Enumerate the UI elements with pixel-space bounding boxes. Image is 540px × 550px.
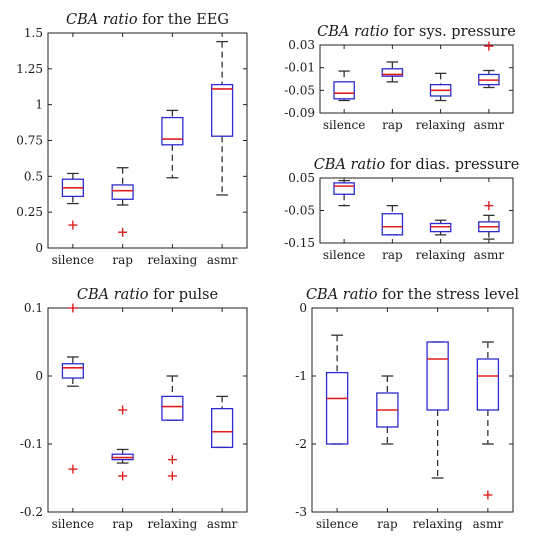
panel3-axes-frame bbox=[319, 177, 514, 244]
panel4-box-silence bbox=[61, 363, 84, 379]
panel2-title: CBA ratio for sys. pressure bbox=[317, 24, 516, 40]
panel1-box-relaxing bbox=[161, 116, 184, 146]
panel2-ytick-label: 0.03 bbox=[288, 38, 315, 52]
panel3-ytick-label: 0.05 bbox=[288, 171, 315, 185]
panel1-ytick-label: 0.75 bbox=[16, 134, 43, 148]
panel5-axes-frame bbox=[311, 307, 514, 513]
panel5-xtick-label: relaxing bbox=[413, 517, 463, 531]
panel4-box-relaxing bbox=[161, 395, 184, 421]
panel5-ytick-label: -3 bbox=[295, 505, 307, 519]
panel1-box-rap bbox=[111, 184, 134, 200]
panel5-title: CBA ratio for the stress level bbox=[306, 287, 519, 303]
panel1-xtick-label: rap bbox=[112, 253, 133, 267]
panel3-ytick-label: -0.05 bbox=[284, 204, 315, 218]
panel5-box-silence bbox=[325, 371, 349, 445]
panel2-xtick-label: rap bbox=[382, 118, 403, 132]
panel2-ytick-label: -0.01 bbox=[284, 61, 315, 75]
panel4-xtick-label: silence bbox=[52, 517, 95, 531]
panel2-box-silence bbox=[333, 81, 355, 100]
panel5-ytick-label: 0 bbox=[299, 301, 307, 315]
panel5-ytick-label: -1 bbox=[295, 369, 307, 383]
panel2-box-rap bbox=[381, 68, 404, 77]
panel5-box-asmr bbox=[476, 358, 500, 411]
panel4-title: CBA ratio for pulse bbox=[77, 287, 218, 303]
panel5-ytick-label: -2 bbox=[295, 437, 307, 451]
panel4-ytick-label: -0.1 bbox=[20, 437, 43, 451]
panel1-ytick-label: 0.5 bbox=[24, 169, 43, 183]
panel4-xtick-label: relaxing bbox=[147, 517, 197, 531]
panel5-xtick-label: asmr bbox=[473, 517, 504, 531]
panel4-ytick-label: 0 bbox=[35, 369, 43, 383]
panel4-ytick-label: -0.2 bbox=[20, 505, 43, 519]
panel3-ytick-label: -0.15 bbox=[284, 236, 315, 250]
panel1-ytick-label: 1.25 bbox=[16, 62, 43, 76]
panel5-xtick-label: silence bbox=[316, 517, 359, 531]
panel4-axes-frame bbox=[47, 307, 248, 513]
panel1-xtick-label: asmr bbox=[207, 253, 238, 267]
panel1-ytick-label: 0 bbox=[35, 241, 43, 255]
panel1-title: CBA ratio for the EEG bbox=[66, 12, 229, 28]
panel3-box-relaxing bbox=[429, 222, 452, 233]
panel3-title-italic: CBA ratio bbox=[314, 157, 386, 173]
panel3-box-silence bbox=[333, 182, 355, 195]
panel1-ytick-label: 1.5 bbox=[24, 26, 43, 40]
panel2-xtick-label: silence bbox=[323, 118, 366, 132]
panel3-xtick-label: relaxing bbox=[416, 248, 466, 262]
panel2-axes-frame bbox=[319, 44, 514, 114]
panel1-xtick-label: silence bbox=[52, 253, 95, 267]
panel5-box-relaxing bbox=[426, 341, 449, 411]
panel1-ytick-label: 0.25 bbox=[16, 205, 43, 219]
panel3-title: CBA ratio for dias. pressure bbox=[314, 157, 520, 173]
panel1-xtick-label: relaxing bbox=[147, 253, 197, 267]
panel4-xtick-label: asmr bbox=[207, 517, 238, 531]
panel3-title-rest: for dias. pressure bbox=[385, 157, 519, 173]
panel4-xtick-label: rap bbox=[112, 517, 133, 531]
panel5-title-rest: for the stress level bbox=[378, 287, 520, 303]
panel1-axes-frame bbox=[47, 32, 248, 249]
panel3-xtick-label: silence bbox=[323, 248, 366, 262]
panel2-ytick-label: -0.09 bbox=[284, 106, 315, 120]
panel1-title-rest: for the EEG bbox=[138, 12, 229, 28]
panel5-title-italic: CBA ratio bbox=[306, 287, 378, 303]
panel1-ytick-label: 1 bbox=[35, 98, 43, 112]
panel4-title-rest: for pulse bbox=[149, 287, 219, 303]
panel1-box-asmr bbox=[211, 83, 234, 137]
panel2-xtick-label: asmr bbox=[474, 118, 505, 132]
panel5-xtick-label: rap bbox=[377, 517, 398, 531]
panel3-xtick-label: rap bbox=[382, 248, 403, 262]
panel2-ytick-label: -0.05 bbox=[284, 83, 315, 97]
panel4-title-italic: CBA ratio bbox=[77, 287, 149, 303]
panel2-title-italic: CBA ratio bbox=[317, 24, 389, 40]
panel3-box-rap bbox=[381, 213, 404, 236]
panel4-box-asmr bbox=[211, 407, 234, 449]
panel2-title-rest: for sys. pressure bbox=[389, 24, 516, 40]
panel1-title-italic: CBA ratio bbox=[66, 12, 138, 28]
panel2-xtick-label: relaxing bbox=[416, 118, 466, 132]
panel4-ytick-label: 0.1 bbox=[24, 301, 43, 315]
panel3-xtick-label: asmr bbox=[474, 248, 505, 262]
